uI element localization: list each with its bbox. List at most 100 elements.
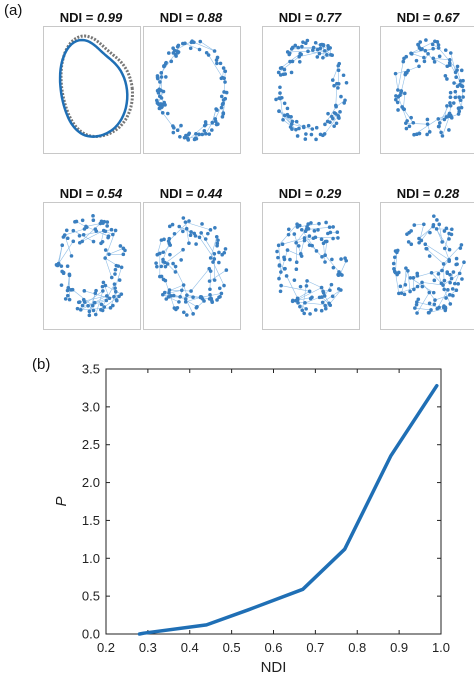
network-node <box>301 125 306 130</box>
network-node <box>317 295 322 300</box>
network-node <box>107 252 111 257</box>
network-node <box>202 299 206 303</box>
network-node <box>208 287 212 292</box>
network-node <box>305 279 309 283</box>
network-node <box>330 257 334 262</box>
network-edge <box>286 275 298 299</box>
network-node <box>304 132 308 136</box>
network-node <box>199 231 203 235</box>
network-node <box>282 67 287 72</box>
network-node <box>90 303 95 308</box>
network-edge <box>174 40 193 51</box>
network-node <box>457 109 462 114</box>
network-node <box>321 55 325 60</box>
network-node <box>169 59 174 64</box>
network-node <box>340 273 344 277</box>
network-node <box>100 284 105 289</box>
network-node <box>154 261 158 265</box>
ndi-prefix: NDI <box>159 186 183 201</box>
network-node <box>422 222 426 227</box>
network-node <box>276 70 281 75</box>
network-node <box>223 247 228 251</box>
network-node <box>328 46 332 50</box>
network-node <box>294 267 299 272</box>
x-tick-label: 0.4 <box>181 640 199 655</box>
network-node <box>336 236 340 240</box>
network-node <box>157 87 162 92</box>
network-edge <box>325 289 342 309</box>
network-node <box>326 231 330 236</box>
network-node <box>189 289 193 293</box>
network-node <box>165 111 170 116</box>
network-node <box>80 239 85 244</box>
network-edge <box>410 41 435 54</box>
network-node <box>314 137 318 142</box>
network-node <box>193 234 198 238</box>
network-node <box>299 254 304 258</box>
ndi-title: NDI = 0.29 <box>255 186 365 201</box>
network-edge <box>413 118 439 135</box>
ndi-prefix: NDI <box>396 10 420 25</box>
network-node <box>276 243 281 248</box>
network-node <box>444 115 449 119</box>
network-node <box>461 88 466 93</box>
network-node <box>71 239 76 244</box>
network-node <box>183 297 188 301</box>
network-node <box>331 265 336 270</box>
network-node <box>197 132 201 137</box>
network-node <box>121 252 126 257</box>
network-node <box>425 132 429 137</box>
network-node <box>119 292 124 296</box>
network-node <box>436 46 441 50</box>
network-node <box>189 230 193 234</box>
network-node <box>155 264 159 269</box>
network-node <box>453 89 458 94</box>
network-edge <box>89 293 96 312</box>
network-node <box>162 237 166 242</box>
network-node <box>277 264 282 268</box>
network-node <box>314 249 319 253</box>
network-node <box>432 60 437 64</box>
network-edge <box>162 294 180 303</box>
network-edge <box>431 272 442 284</box>
network-node <box>444 226 449 231</box>
network-graphic <box>275 220 349 316</box>
x-tick-label: 0.8 <box>348 640 366 655</box>
network-node <box>417 131 422 136</box>
network-node <box>407 230 411 235</box>
network-node <box>193 136 198 141</box>
network-node <box>277 276 281 281</box>
network-node <box>303 137 308 141</box>
network-graphic <box>274 38 349 142</box>
network-node <box>323 260 327 264</box>
network-node <box>185 293 189 297</box>
network-node <box>399 90 403 95</box>
network-node <box>288 125 293 129</box>
network-node <box>447 231 451 236</box>
network-node <box>87 313 92 318</box>
ndi-prefix: NDI <box>159 10 183 25</box>
network-node <box>177 224 182 229</box>
network-node <box>289 114 293 119</box>
network-node <box>442 229 447 233</box>
network-node <box>279 283 283 288</box>
network-node <box>322 294 327 298</box>
network-edge <box>324 115 339 135</box>
network-node <box>104 298 109 303</box>
network-node <box>337 61 342 66</box>
y-tick-label: 0.0 <box>82 627 100 642</box>
ndi-title: NDI = 0.54 <box>36 186 146 201</box>
ndi-prefix: NDI <box>396 186 420 201</box>
network-node <box>334 121 339 126</box>
network-edge <box>199 237 215 260</box>
network-node <box>80 303 85 308</box>
network-node <box>310 127 315 131</box>
network-edge <box>304 297 320 304</box>
network-edge <box>414 307 432 311</box>
network-node <box>63 297 68 301</box>
network-node <box>445 104 449 108</box>
x-tick-label: 0.2 <box>97 640 115 655</box>
network-node <box>412 132 416 137</box>
network-node <box>60 243 65 248</box>
network-node <box>103 283 108 288</box>
